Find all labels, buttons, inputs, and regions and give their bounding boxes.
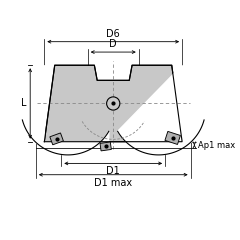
- Polygon shape: [50, 133, 63, 145]
- Text: D: D: [109, 39, 117, 49]
- Polygon shape: [100, 142, 111, 151]
- Polygon shape: [22, 65, 109, 155]
- Polygon shape: [165, 131, 180, 144]
- Text: D6: D6: [106, 29, 120, 39]
- Text: Ap1 max: Ap1 max: [198, 140, 235, 150]
- Text: L: L: [21, 98, 26, 108]
- Circle shape: [107, 97, 120, 110]
- Polygon shape: [44, 65, 182, 142]
- Polygon shape: [118, 65, 204, 155]
- Text: D1 max: D1 max: [94, 178, 132, 187]
- Text: D1: D1: [106, 166, 120, 176]
